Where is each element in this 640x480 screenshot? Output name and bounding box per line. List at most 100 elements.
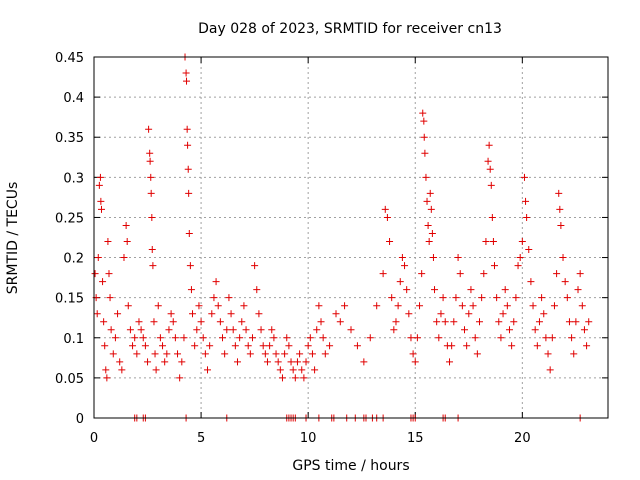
data-point — [570, 350, 578, 358]
data-point — [123, 238, 131, 246]
data-point — [540, 310, 548, 318]
data-point — [518, 238, 526, 246]
data-point — [427, 205, 435, 213]
data-point — [512, 294, 520, 302]
data-point — [572, 318, 580, 326]
data-point — [293, 358, 301, 366]
data-point — [523, 213, 531, 221]
data-point — [225, 294, 233, 302]
data-point — [151, 350, 159, 358]
data-point — [174, 350, 182, 358]
data-point — [105, 270, 113, 278]
data-point — [311, 366, 319, 374]
data-point — [585, 318, 593, 326]
data-point — [120, 254, 128, 262]
data-point — [118, 366, 126, 374]
data-point — [161, 358, 169, 366]
data-point — [429, 254, 437, 262]
data-point — [96, 173, 104, 181]
data-point — [126, 326, 134, 334]
data-point — [212, 278, 220, 286]
data-point — [101, 342, 109, 350]
data-point — [219, 334, 226, 342]
data-point — [396, 278, 404, 286]
data-point — [522, 197, 530, 205]
x-tick-label: 10 — [300, 431, 317, 446]
data-point — [548, 334, 556, 342]
data-point — [418, 270, 426, 278]
data-point — [392, 318, 400, 326]
data-point — [184, 165, 192, 173]
data-point — [467, 286, 475, 294]
data-point — [298, 366, 306, 374]
data-points — [91, 53, 593, 422]
data-point — [144, 358, 152, 366]
data-point — [191, 342, 199, 350]
data-point — [386, 238, 394, 246]
gridlines — [94, 57, 608, 418]
data-point — [321, 350, 329, 358]
data-point — [463, 342, 471, 350]
data-point — [317, 318, 325, 326]
data-point — [94, 254, 102, 262]
data-point — [484, 157, 492, 165]
data-point — [116, 358, 124, 366]
data-point — [102, 366, 110, 374]
data-point — [510, 318, 518, 326]
data-point — [456, 270, 464, 278]
data-point — [326, 342, 334, 350]
data-point — [283, 334, 291, 342]
data-point — [238, 318, 246, 326]
data-point — [257, 326, 265, 334]
data-point — [148, 246, 156, 254]
data-point — [441, 318, 449, 326]
data-point — [263, 358, 271, 366]
data-point — [149, 262, 157, 270]
data-point — [559, 254, 567, 262]
data-point — [135, 318, 143, 326]
data-point — [208, 310, 216, 318]
data-point — [381, 205, 389, 213]
chart-title: Day 028 of 2023, SRMTID for receiver cn1… — [198, 21, 502, 37]
data-point — [216, 318, 224, 326]
data-point — [398, 254, 406, 262]
data-point — [568, 334, 576, 342]
data-point — [390, 326, 398, 334]
data-point — [439, 294, 447, 302]
data-point — [276, 366, 284, 374]
data-point — [452, 294, 460, 302]
data-point — [373, 302, 381, 310]
data-point — [266, 342, 274, 350]
data-point — [313, 326, 321, 334]
data-point — [425, 238, 433, 246]
data-point — [379, 270, 387, 278]
data-point — [495, 318, 503, 326]
data-point — [407, 334, 415, 342]
data-point — [214, 302, 222, 310]
data-point — [424, 221, 432, 229]
data-point — [550, 302, 558, 310]
data-point — [91, 270, 99, 278]
data-point — [546, 366, 554, 374]
data-point — [201, 350, 209, 358]
data-point — [99, 278, 107, 286]
data-point — [563, 294, 571, 302]
data-point — [493, 294, 501, 302]
y-axis-label: SRMTID / TECUs — [5, 182, 21, 295]
data-point — [300, 374, 308, 382]
data-point — [150, 318, 158, 326]
data-point — [185, 189, 193, 197]
data-point — [580, 326, 588, 334]
data-point — [583, 342, 591, 350]
data-point — [93, 310, 101, 318]
data-point — [544, 350, 552, 358]
data-point — [244, 342, 252, 350]
data-point — [426, 189, 434, 197]
y-tick-label: 0 — [76, 412, 84, 427]
data-point — [497, 334, 505, 342]
data-point — [240, 302, 248, 310]
data-point — [535, 318, 543, 326]
y-tick-label: 0.35 — [55, 131, 84, 146]
data-point — [167, 310, 175, 318]
